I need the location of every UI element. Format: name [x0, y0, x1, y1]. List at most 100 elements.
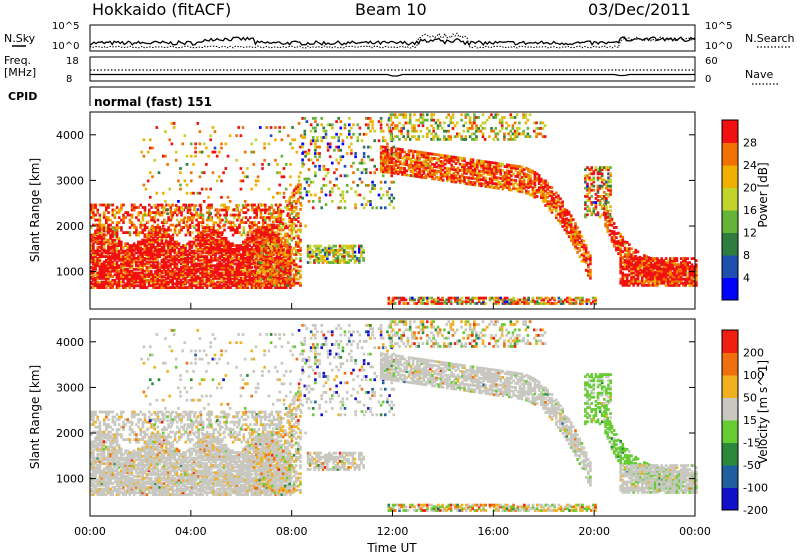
- heatmap-cell: [220, 258, 224, 262]
- heatmap-cell: [297, 199, 300, 203]
- heatmap-cell: [345, 244, 348, 248]
- heatmap-cell: [505, 169, 509, 173]
- heatmap-cell: [505, 182, 509, 185]
- heatmap-cell: [360, 161, 364, 165]
- heatmap-cell: [117, 286, 121, 289]
- heatmap-cell: [495, 164, 498, 167]
- heatmap-cell: [96, 231, 99, 234]
- heatmap-cell: [271, 226, 274, 230]
- heatmap-cell: [288, 234, 291, 238]
- heatmap-cell: [222, 284, 226, 288]
- heatmap-cell: [164, 266, 168, 269]
- heatmap-cell: [152, 242, 155, 246]
- heatmap-cell: [107, 251, 110, 255]
- heatmap-cell: [147, 280, 151, 284]
- heatmap-cell: [132, 277, 136, 280]
- heatmap-cell: [167, 228, 170, 232]
- heatmap-cell: [384, 158, 387, 161]
- heatmap-cell: [115, 211, 119, 214]
- heatmap-cell: [145, 278, 149, 282]
- heatmap-cell: [552, 197, 556, 200]
- heatmap-cell: [190, 255, 194, 258]
- heatmap-cell: [478, 182, 481, 185]
- heatmap-cell: [540, 192, 543, 195]
- heatmap-cell: [203, 278, 207, 282]
- heatmap-cell: [175, 282, 179, 286]
- heatmap-cell: [207, 216, 210, 220]
- heatmap-cell: [258, 271, 261, 275]
- heatmap-cell: [242, 221, 246, 224]
- heatmap-cell: [218, 251, 222, 255]
- heatmap-cell: [162, 275, 166, 278]
- heatmap-cell: [292, 189, 296, 193]
- heatmap-cell: [154, 226, 157, 229]
- heatmap-cell: [102, 255, 106, 258]
- heatmap-cell: [156, 242, 159, 246]
- heatmap-cell: [429, 160, 432, 164]
- heatmap-cell: [147, 238, 151, 242]
- heatmap-cell: [162, 264, 166, 268]
- heatmap-cell: [149, 212, 152, 216]
- heatmap-cell: [111, 253, 114, 257]
- heatmap-cell: [100, 253, 104, 257]
- heatmap-cell: [194, 267, 198, 271]
- heatmap-cell: [143, 282, 147, 286]
- heatmap-cell: [175, 262, 179, 266]
- heatmap-cell: [150, 244, 153, 247]
- heatmap-cell: [130, 244, 134, 247]
- heatmap-cell: [111, 278, 114, 282]
- heatmap-cell: [214, 221, 218, 224]
- heatmap-cell: [284, 249, 288, 253]
- heatmap-cell: [209, 258, 213, 262]
- heatmap-cell: [124, 258, 127, 262]
- heatmap-cell: [182, 244, 185, 247]
- heatmap-cell: [328, 190, 332, 194]
- heatmap-cell: [169, 240, 172, 244]
- heatmap-cell: [439, 153, 443, 157]
- heatmap-cell: [394, 170, 398, 173]
- heatmap-cell: [142, 183, 146, 187]
- heatmap-cell: [167, 277, 170, 280]
- heatmap-cell: [152, 228, 155, 232]
- heatmap-cell: [233, 277, 237, 280]
- heatmap-cell: [311, 180, 315, 184]
- heatmap-cell: [143, 246, 147, 249]
- heatmap-cell: [188, 278, 192, 282]
- heatmap-cell: [294, 218, 298, 221]
- heatmap-cell: [174, 158, 178, 162]
- heatmap-cell: [154, 282, 157, 286]
- heatmap-cell: [277, 216, 281, 219]
- heatmap-cell: [476, 179, 479, 183]
- heatmap-cell: [495, 178, 498, 182]
- heatmap-cell: [244, 251, 247, 255]
- heatmap-cell: [209, 247, 213, 251]
- heatmap-cell: [351, 252, 355, 256]
- heatmap-cell: [510, 178, 513, 182]
- heatmap-cell: [179, 266, 183, 269]
- heatmap-cell: [399, 162, 402, 166]
- heatmap-cell: [120, 264, 123, 268]
- heatmap-cell: [510, 164, 513, 167]
- heatmap-cell: [209, 257, 213, 260]
- heatmap-cell: [414, 160, 417, 164]
- heatmap-cell: [362, 145, 366, 149]
- heatmap-cell: [314, 174, 317, 178]
- heatmap-cell: [348, 117, 351, 120]
- heatmap-cell: [237, 264, 241, 268]
- heatmap-cell: [143, 251, 147, 255]
- heatmap-cell: [348, 132, 351, 136]
- heatmap-cell: [128, 233, 132, 237]
- heatmap-cell: [439, 156, 443, 159]
- heatmap-cell: [115, 260, 119, 264]
- heatmap-cell: [482, 182, 485, 186]
- heatmap-cell: [386, 164, 389, 168]
- heatmap-cell: [402, 116, 405, 119]
- heatmap-cell: [166, 212, 169, 216]
- heatmap-cell: [393, 124, 397, 128]
- heatmap-cell: [299, 283, 302, 287]
- heatmap-cell: [92, 223, 95, 227]
- heatmap-cell: [424, 176, 428, 180]
- heatmap-cell: [98, 218, 102, 222]
- heatmap-cell: [197, 264, 200, 268]
- heatmap-cell: [145, 266, 149, 269]
